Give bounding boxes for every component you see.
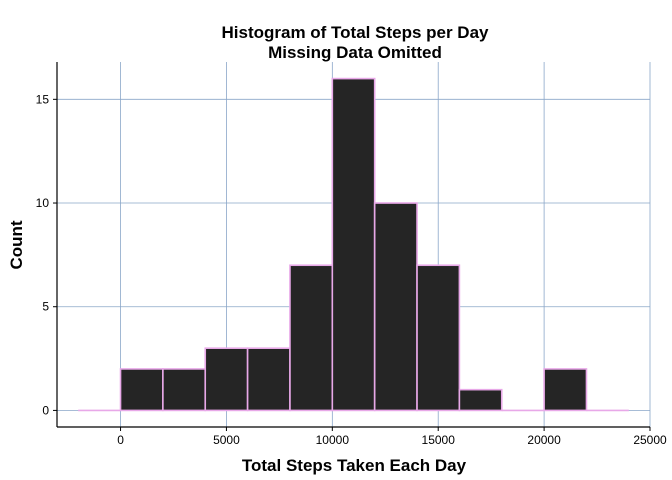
histogram-bar: [331, 77, 376, 412]
histogram-bar: [458, 388, 503, 412]
histogram-bar: [416, 264, 461, 412]
tick-labels: 0 5000 10000 15000 20000 25000 0 5 10 15: [36, 92, 667, 447]
histogram-bar: [246, 347, 291, 412]
y-axis-title: Count: [7, 220, 26, 269]
x-tick-label: 15000: [422, 433, 456, 447]
histogram-bar: [373, 202, 418, 412]
histogram-bar: [543, 368, 588, 412]
y-tick-label: 10: [36, 196, 50, 210]
histogram-bar: [289, 264, 334, 412]
x-tick-label: 20000: [527, 433, 561, 447]
x-tick-label: 5000: [213, 433, 240, 447]
x-tick-label: 25000: [633, 433, 667, 447]
axes: [56, 62, 650, 428]
chart-title: Histogram of Total Steps per Day: [221, 23, 489, 42]
bars: [78, 77, 629, 412]
y-tick-label: 15: [36, 92, 50, 106]
y-tick-label: 0: [42, 403, 49, 417]
histogram-bar: [162, 368, 207, 412]
x-tick-label: 10000: [316, 433, 350, 447]
x-axis-title: Total Steps Taken Each Day: [242, 456, 467, 475]
histogram-bar: [119, 368, 164, 412]
y-tick-label: 5: [42, 300, 49, 314]
histogram-bar: [204, 347, 249, 412]
chart-subtitle: Missing Data Omitted: [268, 43, 442, 62]
x-tick-label: 0: [117, 433, 124, 447]
